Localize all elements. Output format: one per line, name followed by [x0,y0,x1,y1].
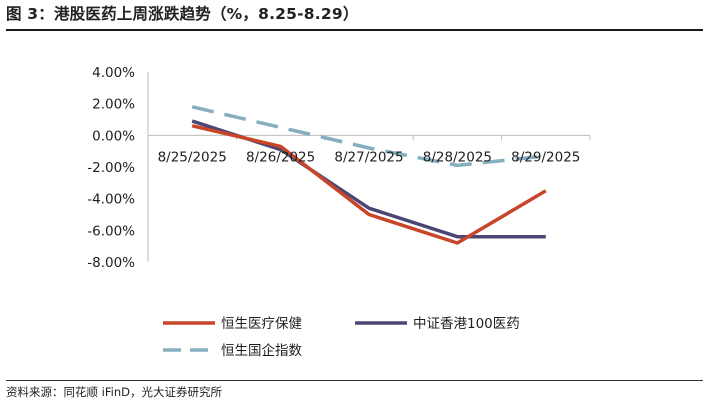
x-tick-label: 8/25/2025 [158,149,227,165]
y-tick-label: -8.00% [87,255,135,271]
x-tick-label: 8/29/2025 [511,149,580,165]
series-line-3 [191,105,546,168]
source-divider [6,380,703,381]
x-tick-label: 8/28/2025 [423,149,492,165]
chart-title: 图 3：港股医药上周涨跌趋势（%，8.25-8.29） [6,5,359,23]
y-tick-label: 4.00% [92,65,135,81]
x-tick-label: 8/27/2025 [334,149,403,165]
legend-label-1: 恒生医疗保健 [221,316,302,332]
y-tick-label: -6.00% [87,223,135,239]
y-tick-label: 2.00% [92,97,135,113]
series-line-1 [191,124,547,245]
source-note: 资料来源：同花顺 iFinD，光大证券研究所 [6,385,222,399]
legend-label-2: 中证香港100医药 [413,316,520,332]
legend-label-3: 恒生国企指数 [221,342,302,359]
y-tick-label: 0.00% [92,128,135,144]
x-tick-label: 8/26/2025 [246,149,315,165]
y-tick-label: -4.00% [87,192,135,208]
y-tick-label: -2.00% [87,160,135,176]
title-divider [6,29,703,31]
